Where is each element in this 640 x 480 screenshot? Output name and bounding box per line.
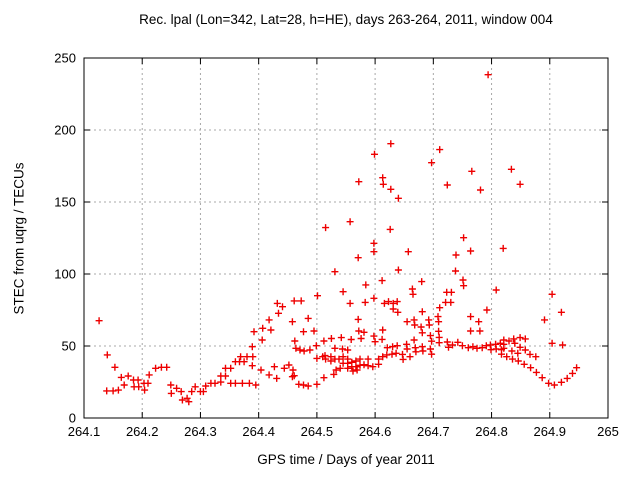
x-tick-label: 264.9 [534,424,567,439]
x-tick-label: 264.7 [417,424,450,439]
x-tick-label: 264.8 [475,424,508,439]
y-tick-label: 50 [62,339,76,354]
x-tick-label: 264.3 [184,424,217,439]
y-tick-label: 0 [69,411,76,426]
y-axis-label: STEC from uqrg / TECUs [11,162,27,315]
x-tick-label: 264.6 [359,424,392,439]
x-tick-label: 264.4 [242,424,275,439]
x-tick-label: 265 [597,424,619,439]
x-tick-label: 264.5 [301,424,334,439]
y-tick-label: 150 [54,195,76,210]
y-tick-label: 200 [54,123,76,138]
chart-title: Rec. lpal (Lon=342, Lat=28, h=HE), days … [139,12,553,27]
plot-border [83,57,609,419]
tick-marks [83,57,609,419]
x-axis-label: GPS time / Days of year 2011 [257,452,435,467]
data-points-stec [95,71,581,406]
x-tick-label: 264.2 [126,424,159,439]
x-tick-label: 264.1 [68,424,101,439]
y-tick-label: 250 [54,51,76,66]
y-tick-label: 100 [54,267,76,282]
